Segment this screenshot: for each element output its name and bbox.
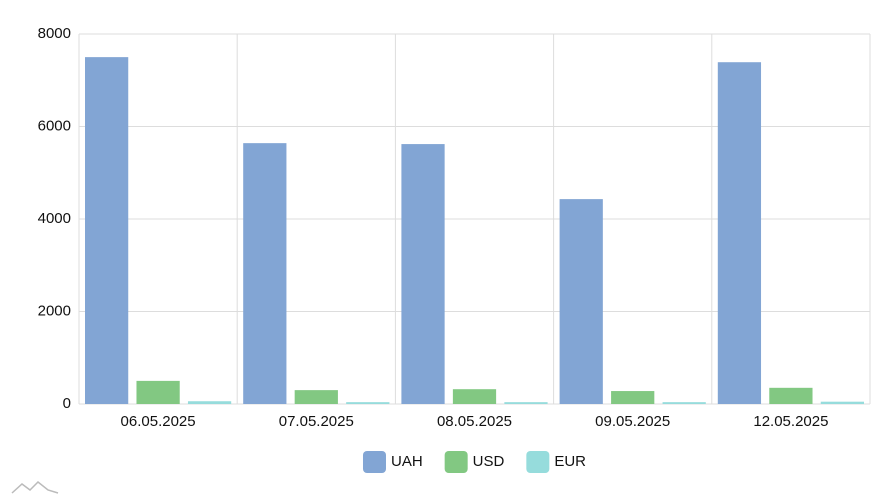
y-tick-label: 4000	[38, 210, 71, 227]
x-tick-label: 08.05.2025	[437, 413, 512, 430]
bar	[769, 387, 813, 404]
y-tick-label: 8000	[38, 25, 71, 42]
legend-swatch	[526, 451, 550, 473]
bar	[85, 57, 129, 404]
bar	[820, 401, 864, 404]
bar	[662, 402, 706, 404]
y-tick-label: 0	[63, 395, 71, 412]
bar	[611, 391, 655, 404]
bar	[243, 143, 287, 404]
watermark-logo	[11, 480, 59, 494]
bar	[136, 380, 180, 404]
x-tick-label: 07.05.2025	[279, 413, 354, 430]
bar	[717, 62, 762, 405]
legend-label: UAH	[391, 453, 423, 470]
bar	[401, 144, 445, 404]
legend-label: USD	[473, 453, 505, 470]
bar	[346, 402, 390, 404]
y-tick-label: 6000	[38, 117, 71, 134]
bar	[504, 402, 548, 404]
legend-swatch	[362, 451, 386, 473]
bar	[294, 390, 338, 404]
legend-label: EUR	[554, 453, 586, 470]
x-tick-label: 09.05.2025	[595, 413, 670, 430]
legend-swatch	[444, 451, 468, 473]
legend: UAH USD EUR	[362, 451, 586, 473]
x-tick-label: 06.05.2025	[121, 413, 196, 430]
bar	[187, 401, 232, 404]
y-tick-label: 2000	[38, 302, 71, 319]
bar	[559, 199, 603, 404]
bar	[452, 389, 497, 404]
x-tick-label: 12.05.2025	[753, 413, 828, 430]
